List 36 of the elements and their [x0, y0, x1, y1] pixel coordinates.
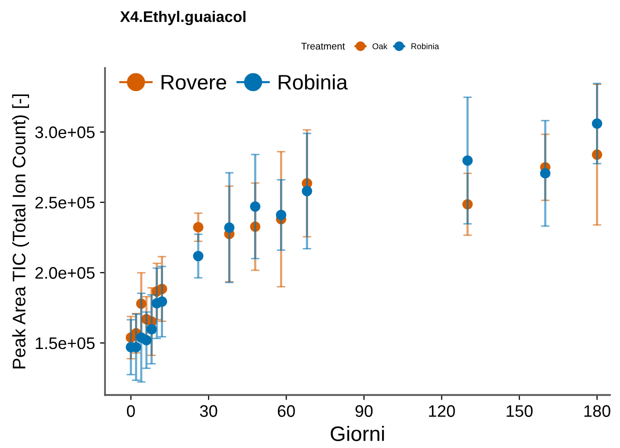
legend-title: Treatment [301, 42, 345, 50]
y-tick-label: 2.5e+05 [35, 196, 95, 209]
point [462, 155, 473, 166]
point [462, 199, 473, 210]
x-tick-label: 30 [200, 405, 218, 417]
point [141, 334, 152, 346]
chart-title: X4.Ethyl.guaiacol [120, 10, 246, 26]
x-tick-label: 120 [429, 405, 455, 417]
y-tick-label: 3.0e+05 [35, 126, 95, 138]
legend-label: Oak [372, 43, 388, 50]
point [193, 250, 204, 262]
point [156, 296, 168, 307]
point [276, 210, 286, 220]
y-axis-title: Peak Area TIC (Total Ion Count) [-] [12, 94, 30, 368]
x-tick-label: 0 [126, 405, 135, 417]
y-tick-label: 1.5e+05 [36, 337, 95, 350]
legend-label: Robinia [411, 43, 440, 50]
point [156, 284, 168, 294]
x-tick-label: 150 [506, 405, 533, 417]
point [302, 186, 312, 196]
y-tick-label: 2.0e+05 [35, 267, 95, 279]
x-axis-title: Giorni [330, 426, 384, 442]
point [592, 149, 602, 160]
point [250, 221, 260, 232]
annotation: Rovere [162, 75, 226, 90]
point [146, 324, 157, 335]
point [540, 168, 550, 179]
point [224, 222, 235, 233]
annotation: Robinia [278, 74, 348, 90]
x-tick-label: 90 [355, 405, 373, 417]
point [193, 222, 204, 232]
point [250, 201, 260, 212]
x-tick-label: 60 [278, 405, 295, 417]
point [136, 298, 146, 309]
point [592, 118, 602, 129]
x-tick-label: 180 [584, 405, 610, 417]
